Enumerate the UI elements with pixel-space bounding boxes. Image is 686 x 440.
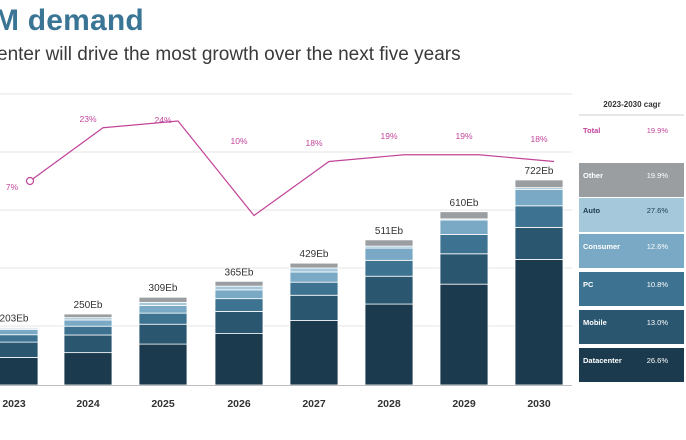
bar-total-label-2027: 429Eb [300, 249, 329, 260]
bar-segment-other-2023 [0, 326, 39, 329]
bar-segment-datacenter-2025 [138, 343, 188, 386]
bar-total-label-2030: 722Eb [525, 166, 554, 177]
cagr-header: 2023-2030 cagr [603, 100, 660, 109]
bar-segment-mobile-2029 [439, 253, 489, 285]
bar-segment-mobile-2024 [63, 334, 113, 354]
cagr-row-bg-consumer [579, 234, 684, 268]
bar-segment-consumer-2029 [439, 219, 489, 235]
bar-segment-auto-2025 [138, 301, 188, 306]
x-tick-label-2027: 2027 [302, 398, 326, 410]
growth-label-2029: 19% [455, 131, 472, 141]
cagr-row-bg-pc [579, 272, 684, 306]
bar-segment-consumer-2028 [364, 247, 414, 261]
bar-segment-consumer-2024 [63, 319, 113, 327]
bar-segment-consumer-2025 [138, 305, 188, 314]
bar-total-label-2028: 511Eb [375, 226, 404, 237]
cagr-row-bg-auto [579, 198, 684, 232]
bar-segment-datacenter-2028 [364, 303, 414, 386]
bars: 203Eb 250Eb 309Eb 365Eb 429Eb 511Eb 610Eb 722Eb [0, 166, 564, 386]
growth-marker-2023 [25, 176, 35, 186]
bar-segment-other-2028 [364, 239, 414, 247]
bar-segment-mobile-2028 [364, 275, 414, 305]
bar-segment-mobile-2025 [138, 323, 188, 345]
x-tick-label-2024: 2024 [76, 398, 100, 410]
bar-total-label-2024: 250Eb [74, 300, 103, 311]
growth-label-2024: 23% [79, 114, 96, 124]
bar-segment-other-2026 [214, 280, 264, 287]
chart-subtitle: enter will drive the most growth over th… [0, 44, 461, 65]
cagr-row-name-other: Other [583, 171, 603, 180]
cagr-row-value-mobile: 13.0% [647, 318, 669, 327]
cagr-panel: 2023-2030 cagr Total 19.9% Other 19.9% Auto 27… [579, 100, 684, 382]
x-tick-label-2030: 2030 [527, 398, 551, 410]
growth-line: 7% 23% 24% 10% 18% 19% 19% 18% [6, 114, 555, 217]
bar-segment-datacenter-2026 [214, 333, 264, 386]
bar-segment-consumer-2023 [0, 329, 39, 336]
bar-segment-pc-2024 [63, 325, 113, 336]
cagr-row-value-consumer: 12.6% [647, 242, 669, 251]
bar-segment-pc-2025 [138, 312, 188, 325]
bar-segment-mobile-2030 [514, 226, 564, 260]
growth-label-2028: 19% [380, 131, 397, 141]
cagr-row-name-mobile: Mobile [583, 318, 607, 327]
x-axis: 2023 2024 2025 2026 2027 2028 2029 2030 [0, 385, 572, 410]
growth-label-2026: 10% [230, 136, 247, 146]
bar-total-label-2025: 309Eb [149, 283, 178, 294]
cagr-row-value-other: 19.9% [647, 171, 669, 180]
bar-segment-consumer-2027 [289, 271, 339, 283]
bar-segment-other-2027 [289, 262, 339, 269]
growth-line-path [29, 120, 555, 217]
bar-total-label-2026: 365Eb [225, 267, 254, 278]
bar-segment-auto-2027 [289, 267, 339, 273]
cagr-total-value: 19.9% [647, 126, 669, 135]
bar-segment-datacenter-2023 [0, 357, 39, 386]
x-tick-label-2028: 2028 [377, 398, 401, 410]
bar-segment-datacenter-2024 [63, 352, 113, 386]
bar-segment-pc-2030 [514, 205, 564, 228]
growth-label-2023: 7% [6, 182, 19, 192]
bar-segment-auto-2026 [214, 285, 264, 291]
bar-segment-pc-2023 [0, 334, 39, 343]
bar-segment-pc-2026 [214, 298, 264, 312]
cagr-row-bg-datacenter [579, 348, 684, 382]
cagr-row-name-consumer: Consumer [583, 242, 620, 251]
growth-label-2025: 24% [154, 115, 171, 125]
cagr-total-label: Total [583, 126, 600, 135]
cagr-row-bg-other [579, 163, 684, 197]
bar-segment-consumer-2030 [514, 188, 564, 207]
cagr-row-value-pc: 10.8% [647, 280, 669, 289]
bar-total-label-2029: 610Eb [450, 198, 479, 209]
bar-segment-pc-2028 [364, 259, 414, 277]
bar-segment-pc-2029 [439, 234, 489, 255]
bar-segment-mobile-2027 [289, 294, 339, 321]
cagr-row-name-datacenter: Datacenter [583, 356, 622, 365]
bar-segment-mobile-2023 [0, 341, 39, 358]
cagr-row-bg-mobile [579, 310, 684, 344]
x-tick-label-2029: 2029 [452, 398, 476, 410]
bar-segment-pc-2027 [289, 281, 339, 296]
bar-segment-consumer-2026 [214, 289, 264, 300]
growth-label-2027: 18% [305, 138, 322, 148]
cagr-row-name-pc: PC [583, 280, 594, 289]
bar-segment-datacenter-2030 [514, 259, 564, 386]
cagr-row-name-auto: Auto [583, 206, 600, 215]
x-tick-label-2025: 2025 [151, 398, 175, 410]
bar-segment-datacenter-2027 [289, 320, 339, 386]
growth-label-2030: 18% [530, 134, 547, 144]
bar-segment-other-2024 [63, 313, 113, 319]
cagr-row-value-auto: 27.6% [647, 206, 669, 215]
bar-segment-mobile-2026 [214, 311, 264, 334]
bar-segment-other-2025 [138, 296, 188, 303]
bar-segment-datacenter-2029 [439, 283, 489, 386]
x-tick-label-2023: 2023 [2, 398, 26, 410]
bar-total-label-2023: 203Eb [0, 313, 29, 324]
x-tick-label-2026: 2026 [227, 398, 251, 410]
bar-segment-other-2030 [514, 179, 564, 189]
cagr-row-value-datacenter: 26.6% [647, 356, 669, 365]
bar-segment-other-2029 [439, 211, 489, 220]
chart-title: M demand [0, 4, 144, 37]
